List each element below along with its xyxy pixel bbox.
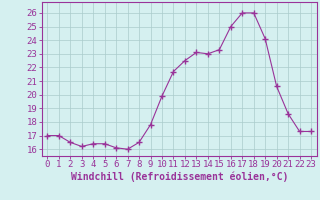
X-axis label: Windchill (Refroidissement éolien,°C): Windchill (Refroidissement éolien,°C) bbox=[70, 172, 288, 182]
